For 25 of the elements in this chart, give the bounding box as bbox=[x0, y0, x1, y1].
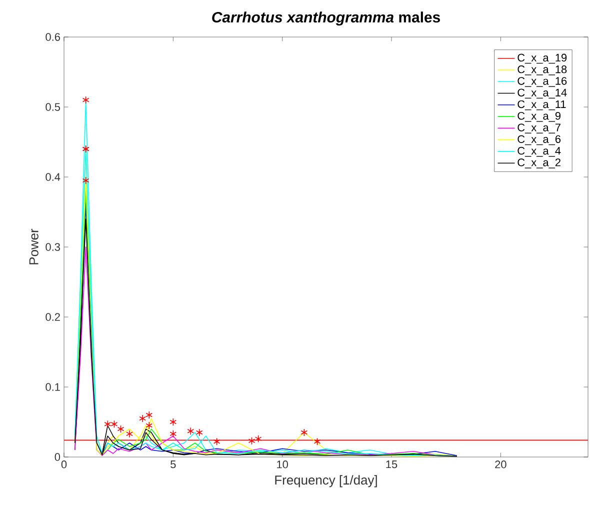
y-tick-label: 0.1 bbox=[46, 383, 60, 391]
chart-title: Carrhotus xanthogramma males bbox=[212, 12, 440, 26]
legend-label: C_x_a_16 bbox=[518, 77, 567, 87]
x-tick-label: 10 bbox=[277, 460, 288, 468]
x-axis-title: Frequency [1/day] bbox=[275, 475, 377, 488]
y-tick-label: 0.5 bbox=[46, 103, 60, 111]
y-tick-label: 0 bbox=[54, 453, 60, 461]
legend-label: C_x_a_7 bbox=[518, 124, 560, 134]
x-tick-label: 15 bbox=[386, 460, 398, 468]
legend-label: C_x_a_11 bbox=[518, 100, 566, 110]
y-axis-title: Power bbox=[29, 228, 38, 264]
y-tick-label: 0.6 bbox=[46, 33, 60, 41]
x-tick-label: 5 bbox=[170, 460, 176, 468]
legend-label: C_x_a_2 bbox=[518, 158, 560, 168]
legend-label: C_x_a_4 bbox=[518, 146, 561, 157]
y-tick-label: 0.3 bbox=[46, 243, 60, 251]
x-tick-label: 0 bbox=[61, 460, 67, 468]
x-tick-label: 20 bbox=[495, 460, 506, 468]
legend-label: C_x_a_9 bbox=[518, 112, 560, 122]
legend-label: C_x_a_14 bbox=[518, 88, 567, 99]
legend-label: C_x_a_18 bbox=[518, 65, 567, 76]
legend-label: C_x_a_19 bbox=[518, 54, 567, 64]
legend-label: C_x_a_6 bbox=[518, 135, 561, 146]
y-tick-label: 0.2 bbox=[46, 313, 60, 321]
y-tick-label: 0.4 bbox=[46, 173, 60, 181]
